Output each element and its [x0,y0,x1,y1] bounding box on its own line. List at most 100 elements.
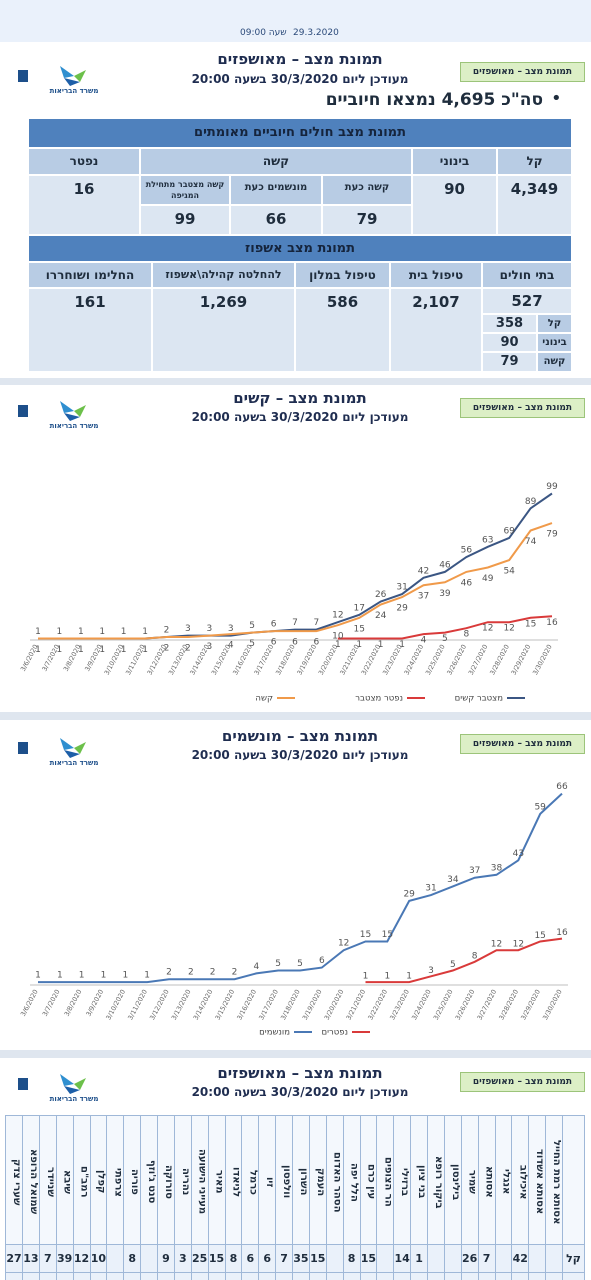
x-tick-label: 3/15/2020 [214,988,237,1021]
cell-value [443,1244,462,1273]
x-tick-label: 3/28/2020 [497,988,520,1021]
hospital-name: הלל יפה [342,1115,361,1245]
data-label: 1 [144,971,150,981]
x-tick-label: 3/7/2020 [41,988,62,1018]
breakdown-value: 358 [482,314,537,333]
empty-cell [38,1272,57,1280]
col-header: קל [497,148,572,175]
data-label: 3 [206,624,212,634]
empty-cell [545,1272,563,1280]
data-label: 12 [491,940,502,950]
data-label: 54 [503,567,515,577]
cell-value: 15 [308,1244,327,1273]
breakdown-label: קשה [537,352,572,372]
data-label: 1 [121,627,127,637]
logo-shape [64,1086,80,1094]
empty-row [5,1272,585,1280]
data-label: 1 [78,627,84,637]
data-label: 5 [442,634,448,644]
bullet-dot: • [551,88,562,109]
logo-shape [60,401,74,413]
data-label: 1 [35,627,41,637]
x-tick-label: 3/14/2020 [192,988,215,1021]
breakdown-value: 90 [482,333,537,352]
data-label: 38 [491,863,503,873]
empty-cell [157,1272,175,1280]
cell-value: 527 [482,288,572,314]
empty-cell [325,1272,344,1280]
logo-mark [18,70,28,82]
data-label: 43 [513,849,524,859]
data-label: 1 [57,971,63,981]
logo-shape [60,738,74,750]
data-label: 6 [271,620,277,630]
legend-label: מצטבר קשים [455,694,503,704]
logo-mark [18,405,28,417]
hospital-name: איכילוב [511,1115,530,1245]
empty-cell [89,1272,108,1280]
logo-text: משרד הבריאות [50,87,99,95]
data-label: 1 [378,640,384,650]
data-label: 74 [525,537,537,547]
x-tick-label: 3/8/2020 [63,988,84,1018]
col-header: להחלטה קהילה\אשפוז [152,262,295,288]
cell-value: 12 [72,1244,91,1273]
data-label: 15 [525,619,536,629]
data-label: 1 [142,645,148,655]
hospitals-table: אסותא רמת החייל אסותא אשדוד איכילוב אנגלי אס… [5,1115,585,1280]
col-header: בתי חולים [482,262,572,288]
empty-cell [460,1272,479,1280]
hospital-name: עין כרם [359,1115,378,1245]
status-date: 29.3.2020 [293,28,339,38]
x-tick-label: 3/22/2020 [366,988,389,1021]
cell-value: 15 [359,1244,378,1273]
breakdown-value: 79 [482,352,537,372]
hospital-name: כרמל [241,1115,260,1245]
data-label: 1 [99,645,105,655]
hospital-name: ברזילי [393,1115,412,1245]
empty-cell [562,1272,585,1280]
cell-value: 1 [410,1244,428,1273]
data-label: 99 [546,482,558,492]
data-label: 16 [546,618,558,628]
chart-title: תמונת מצב – מונשמים [221,727,379,745]
data-label: 1 [79,971,85,981]
data-label: 15 [382,930,393,940]
cell-value: 3 [173,1244,192,1273]
logo-shape [74,742,86,754]
cell-value [528,1244,547,1273]
cell-value: 15 [207,1244,226,1273]
data-label: 1 [121,645,127,655]
breakdown-label: בינוני [537,333,572,352]
data-label: 2 [210,968,216,978]
logo-graphic: משרד הבריאות [18,401,98,430]
hospital-name: אנגלי [494,1115,513,1245]
logo-shape [74,70,86,82]
x-tick-label: 3/21/2020 [345,988,368,1021]
data-label: 12 [513,940,524,950]
cell-value: 6 [241,1244,260,1273]
logo-graphic: משרד הבריאות [18,1074,98,1103]
hospital-name: אסותא אשדוד [528,1115,547,1245]
data-label: 15 [360,930,371,940]
data-label: 3 [428,966,434,976]
col-header: בינוני [412,148,497,175]
data-label: 24 [375,611,387,621]
x-tick-label: 3/19/2020 [295,643,318,676]
logo-shape [60,1074,74,1086]
data-label: 1 [57,645,63,655]
cell-value: 7 [477,1244,496,1273]
data-label: 1 [384,972,390,982]
sub-header: מונשמים כעת [230,175,322,205]
cell-value: 39 [55,1244,74,1273]
cell-value: 16 [28,175,140,235]
hospital-name: שניידר [38,1115,57,1245]
data-label: 5 [249,639,255,649]
slide-title: תמונת מצב – מאושפזים [217,1064,383,1082]
logo-shape [64,78,80,86]
data-label: 7 [314,618,320,628]
data-label: 1 [57,627,63,637]
data-label: 5 [249,621,255,631]
